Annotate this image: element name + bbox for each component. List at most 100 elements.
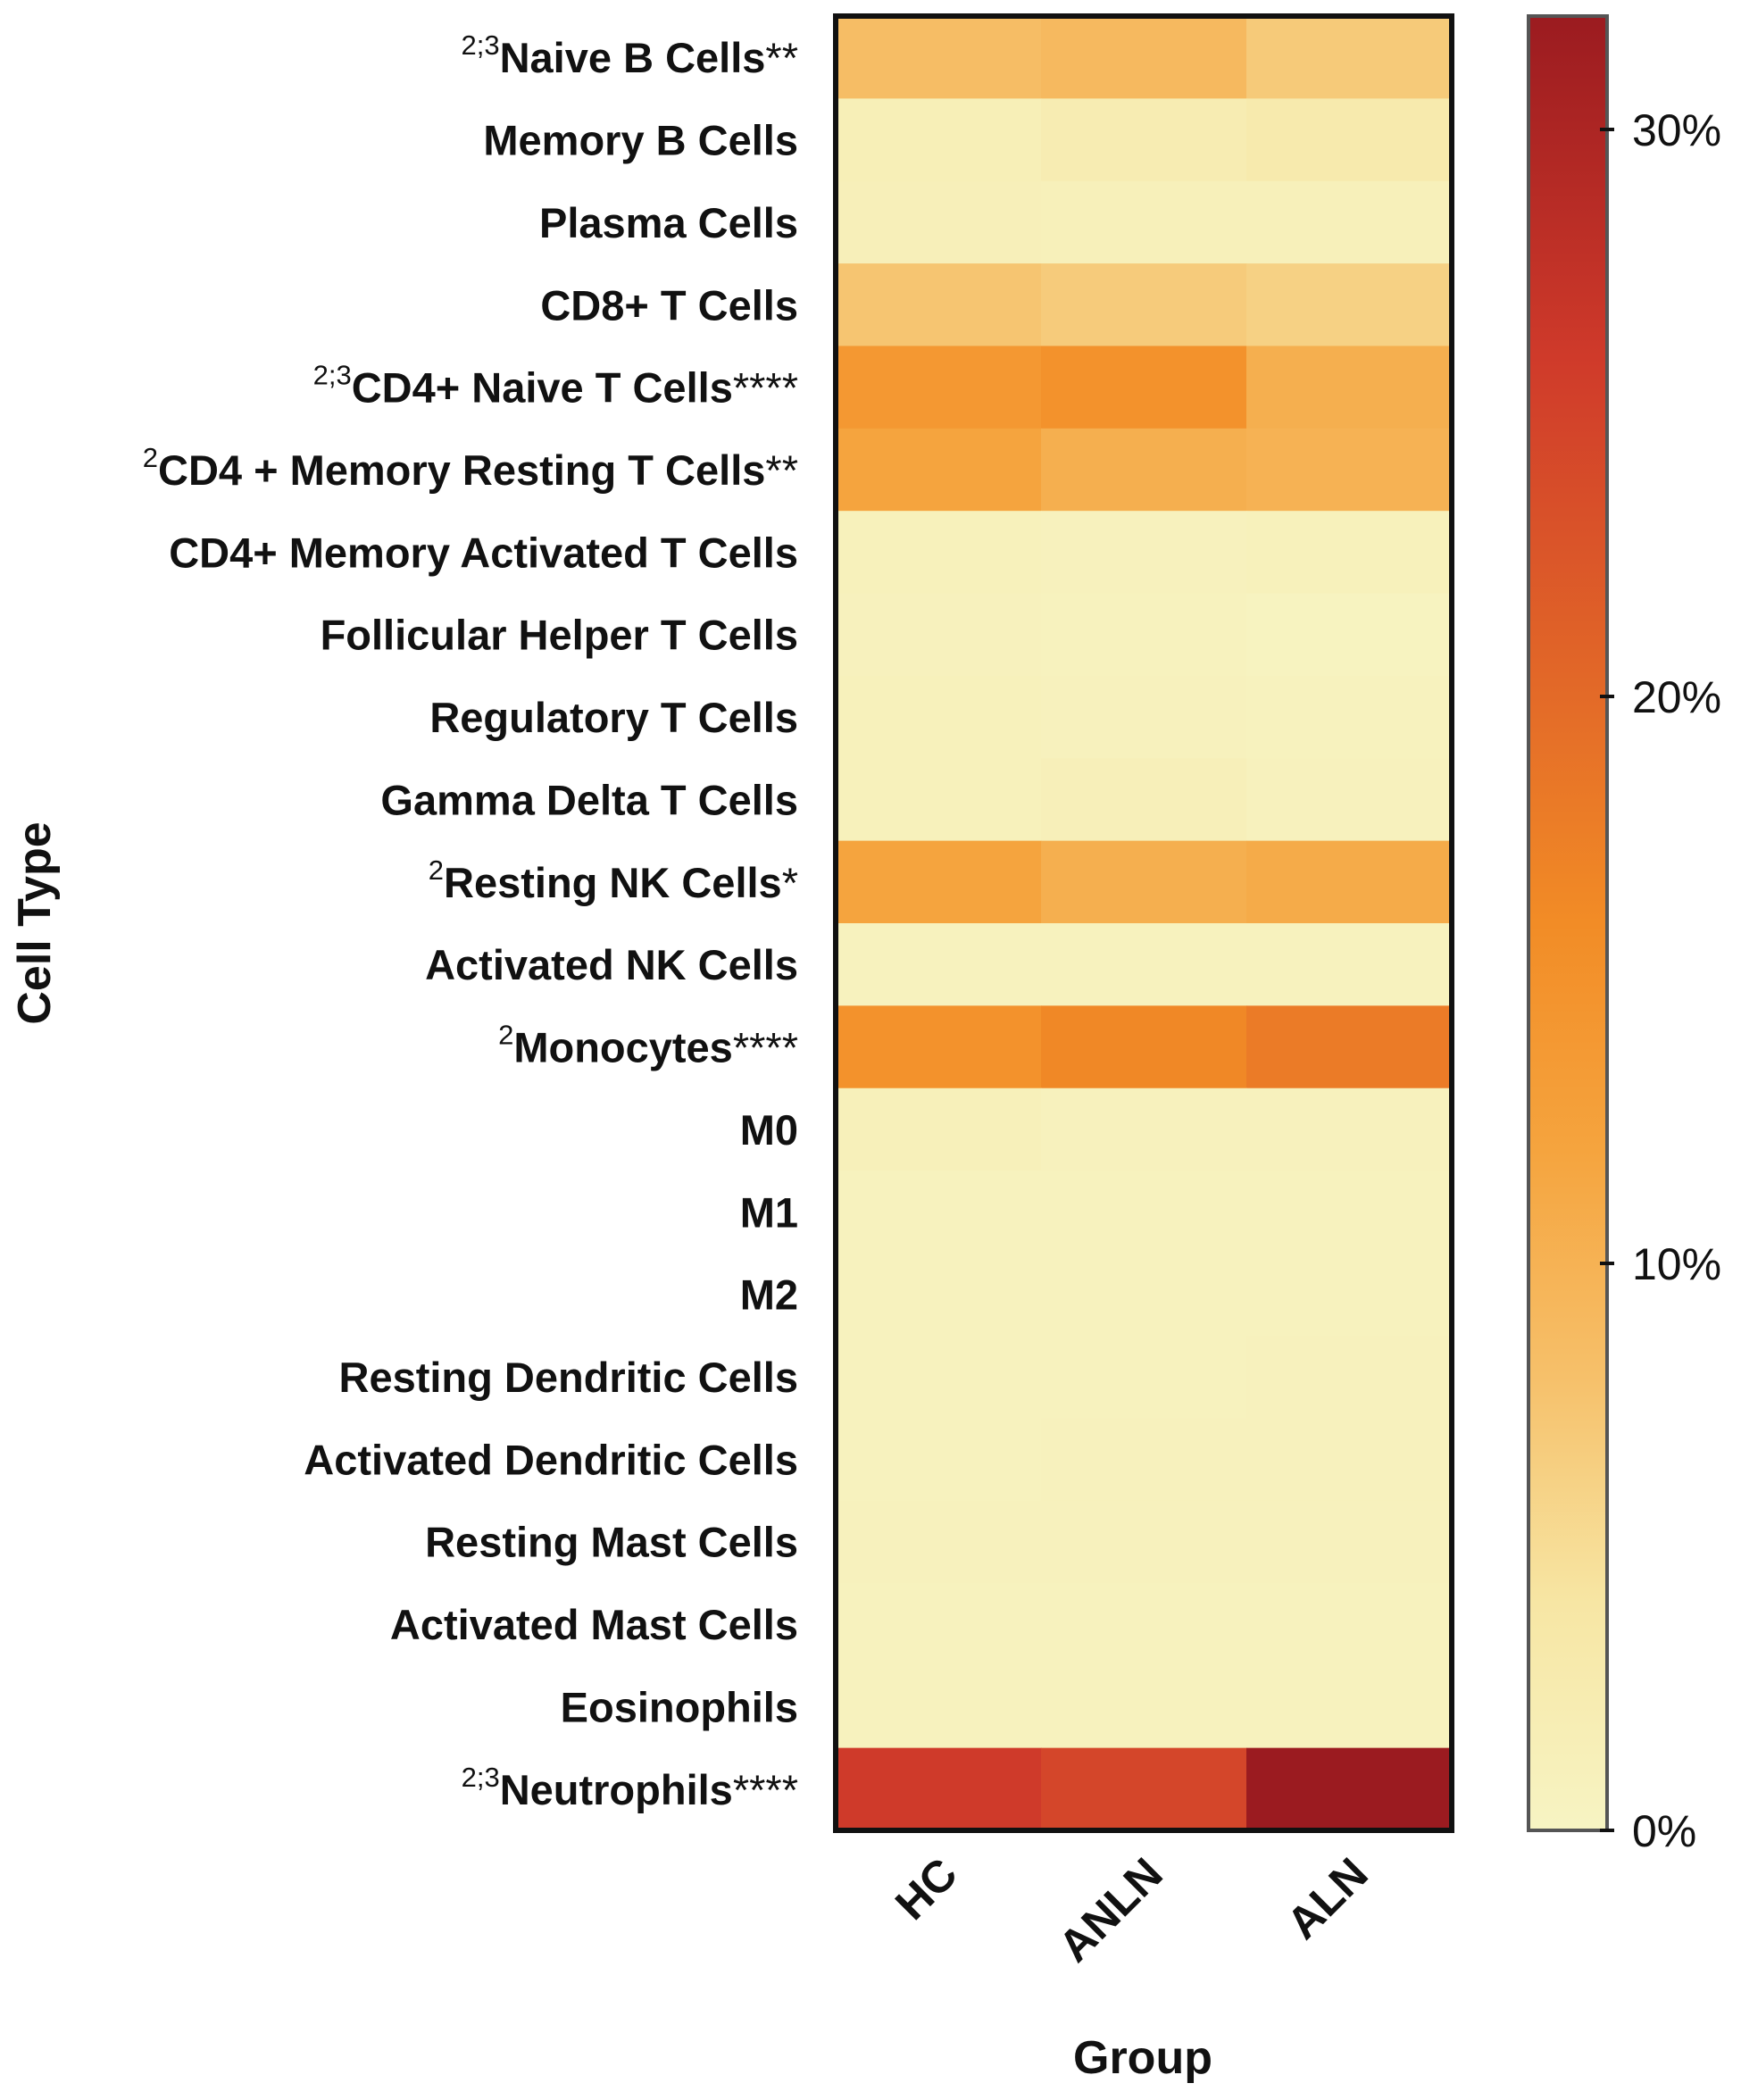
heatmap-cells (836, 16, 1453, 1831)
row-label: M0 (740, 1106, 798, 1154)
row-label-superscript: 2 (143, 442, 158, 473)
row-label-text: Naive B Cells (500, 34, 766, 81)
heatmap-cell (836, 98, 1042, 182)
row-label-text: CD4+ Naive T Cells (352, 364, 733, 412)
heatmap-cell (836, 1418, 1042, 1502)
row-label: CD4+ Memory Activated T Cells (169, 529, 798, 576)
row-label: 2Monocytes**** (498, 1020, 798, 1071)
row-label: 2;3CD4+ Naive T Cells**** (313, 360, 798, 412)
heatmap-cell (1246, 1005, 1453, 1089)
colorbar (1527, 14, 1609, 1832)
row-label: CD8+ T Cells (540, 281, 798, 329)
y-axis-title: Cell Type (9, 821, 61, 1024)
row-label-superscript: 2 (429, 854, 444, 886)
row-label: Activated Mast Cells (390, 1601, 798, 1648)
heatmap-frame (833, 13, 1454, 1833)
heatmap-cell (836, 511, 1042, 595)
row-label: Gamma Delta T Cells (380, 776, 798, 823)
heatmap-cell (1041, 1088, 1247, 1171)
row-label: Activated Dendritic Cells (304, 1436, 798, 1483)
heatmap-cell (1041, 428, 1247, 512)
heatmap-cell (1246, 1335, 1453, 1419)
heatmap-cell (1041, 923, 1247, 1006)
colorbar-tick-label: 10% (1632, 1239, 1721, 1289)
row-label: M1 (740, 1188, 798, 1236)
row-label-significance: **** (733, 364, 798, 412)
heatmap-cell (1041, 346, 1247, 429)
heatmap-cell (836, 923, 1042, 1006)
row-label-text: Resting Mast Cells (425, 1519, 798, 1566)
heatmap-cell (1041, 263, 1247, 347)
row-label-text: Regulatory T Cells (429, 694, 798, 741)
heatmap-cell (1041, 1500, 1247, 1584)
heatmap-cell (836, 1582, 1042, 1666)
heatmap-cell (836, 16, 1042, 99)
heatmap-cell (1041, 1171, 1247, 1254)
row-label-text: Memory B Cells (483, 117, 798, 164)
row-label-text: Activated Dendritic Cells (304, 1436, 798, 1483)
heatmap-cell (836, 346, 1042, 429)
heatmap-cell (1246, 511, 1453, 595)
row-label-significance: **** (733, 1024, 798, 1071)
colorbar-tick-label: 20% (1632, 672, 1721, 722)
heatmap-cell (1041, 16, 1247, 99)
heatmap-cell (1246, 675, 1453, 759)
heatmap-cell (836, 263, 1042, 347)
heatmap-cell (836, 1665, 1042, 1749)
heatmap-cell (1246, 98, 1453, 182)
row-label: Plasma Cells (539, 199, 798, 246)
heatmap-cell (836, 1088, 1042, 1171)
column-label: ALN (1278, 1848, 1378, 1948)
heatmap-cell (1041, 180, 1247, 264)
heatmap-cell (1041, 98, 1247, 182)
row-label-superscript: 2;3 (461, 29, 499, 61)
heatmap-cell (836, 1335, 1042, 1419)
row-label-superscript: 2 (498, 1020, 513, 1051)
heatmap-cell (1041, 1005, 1247, 1089)
heatmap-cell (1041, 1665, 1247, 1749)
row-label-significance: ** (765, 34, 798, 81)
row-label-text: M0 (740, 1106, 798, 1154)
row-label-text: Follicular Helper T Cells (321, 612, 798, 659)
heatmap-cell (1041, 1582, 1247, 1666)
heatmap-cell (836, 840, 1042, 924)
heatmap-cell (836, 1005, 1042, 1089)
heatmap-cell (1246, 428, 1453, 512)
heatmap-cell (1246, 1088, 1453, 1171)
row-label: Follicular Helper T Cells (321, 612, 798, 659)
heatmap-cell (1041, 840, 1247, 924)
row-label-superscript: 2;3 (313, 360, 352, 391)
heatmap-cell (1041, 1335, 1247, 1419)
heatmap-cell (836, 1500, 1042, 1584)
heatmap-cell (1246, 923, 1453, 1006)
colorbar-tick-label: 30% (1632, 105, 1721, 155)
heatmap-cell (1246, 1500, 1453, 1584)
x-axis-title: Group (1073, 2032, 1212, 2084)
row-label-significance: ** (765, 446, 798, 494)
heatmap-cell (1246, 1582, 1453, 1666)
heatmap-cell (1246, 593, 1453, 677)
heatmap-cell (1246, 180, 1453, 264)
row-label-text: CD4 + Memory Resting T Cells (158, 446, 765, 494)
column-labels: HC ANLN ALN (886, 1848, 1378, 1971)
heatmap-cell (836, 758, 1042, 842)
heatmap-cell (1041, 511, 1247, 595)
colorbar-ticks: 0% 10% 20% 30% (1600, 105, 1721, 1856)
heatmap-cell (1246, 1171, 1453, 1254)
row-label-significance: * (782, 859, 798, 906)
heatmap-cell (1246, 840, 1453, 924)
row-label-text: CD8+ T Cells (540, 281, 798, 329)
row-label: 2;3Naive B Cells** (461, 29, 798, 81)
heatmap-cell (1041, 593, 1247, 677)
heatmap-cell (1041, 1747, 1247, 1831)
row-label: Activated NK Cells (425, 941, 798, 988)
heatmap-cell (836, 180, 1042, 264)
row-label-text: Activated NK Cells (425, 941, 798, 988)
heatmap-cell (1246, 16, 1453, 99)
row-label-text: Activated Mast Cells (390, 1601, 798, 1648)
heatmap-cell (1246, 263, 1453, 347)
row-label: Regulatory T Cells (429, 694, 798, 741)
row-label-text: Resting NK Cells (444, 859, 782, 906)
row-label-text: M2 (740, 1271, 798, 1319)
